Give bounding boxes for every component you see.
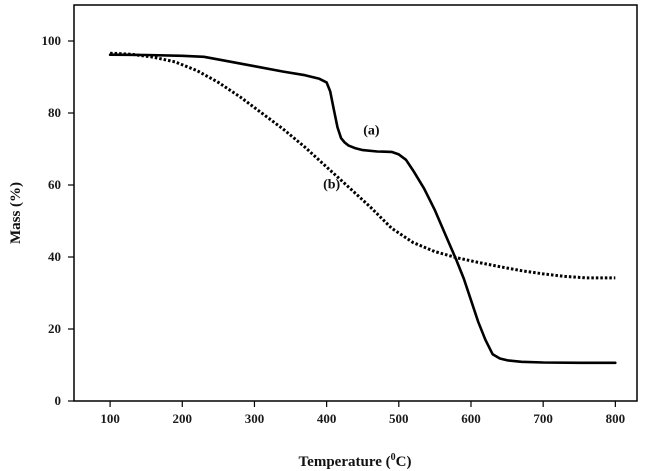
x-axis-title-main: Temperature ( [299, 454, 391, 470]
x-axis-title-unit: C) [396, 454, 412, 470]
annotation-labels: (a) (b) [323, 124, 380, 193]
x-axis-title: Temperature (0C) [299, 452, 412, 470]
x-tick-label: 100 [100, 411, 120, 426]
x-tick-label: 500 [389, 411, 409, 426]
y-tick-label: 0 [55, 393, 62, 408]
series-label-a: (a) [363, 124, 380, 139]
series-line-a [108, 53, 617, 365]
x-tick-label: 400 [317, 411, 337, 426]
y-tick-label: 40 [48, 249, 61, 264]
x-axis-title-superscript: 0 [391, 452, 396, 463]
series-line-b [110, 51, 616, 280]
x-tick-label: 800 [606, 411, 626, 426]
y-tick-label: 100 [42, 33, 62, 48]
y-axis-title: Mass (%) [8, 182, 24, 244]
x-tick-label: 300 [245, 411, 265, 426]
y-tick-label: 60 [48, 177, 61, 192]
data-series [108, 51, 617, 365]
plot-frame [73, 4, 638, 402]
y-tick-label: 20 [48, 321, 61, 336]
y-tick-label: 80 [48, 105, 61, 120]
x-tick-label: 700 [533, 411, 553, 426]
series-label-b: (b) [323, 178, 340, 193]
x-tick-label: 600 [461, 411, 481, 426]
x-tick-label: 200 [173, 411, 193, 426]
axis-ticks: 100 200 300 400 500 600 700 800 0 20 40 60 80 100 [42, 33, 626, 426]
